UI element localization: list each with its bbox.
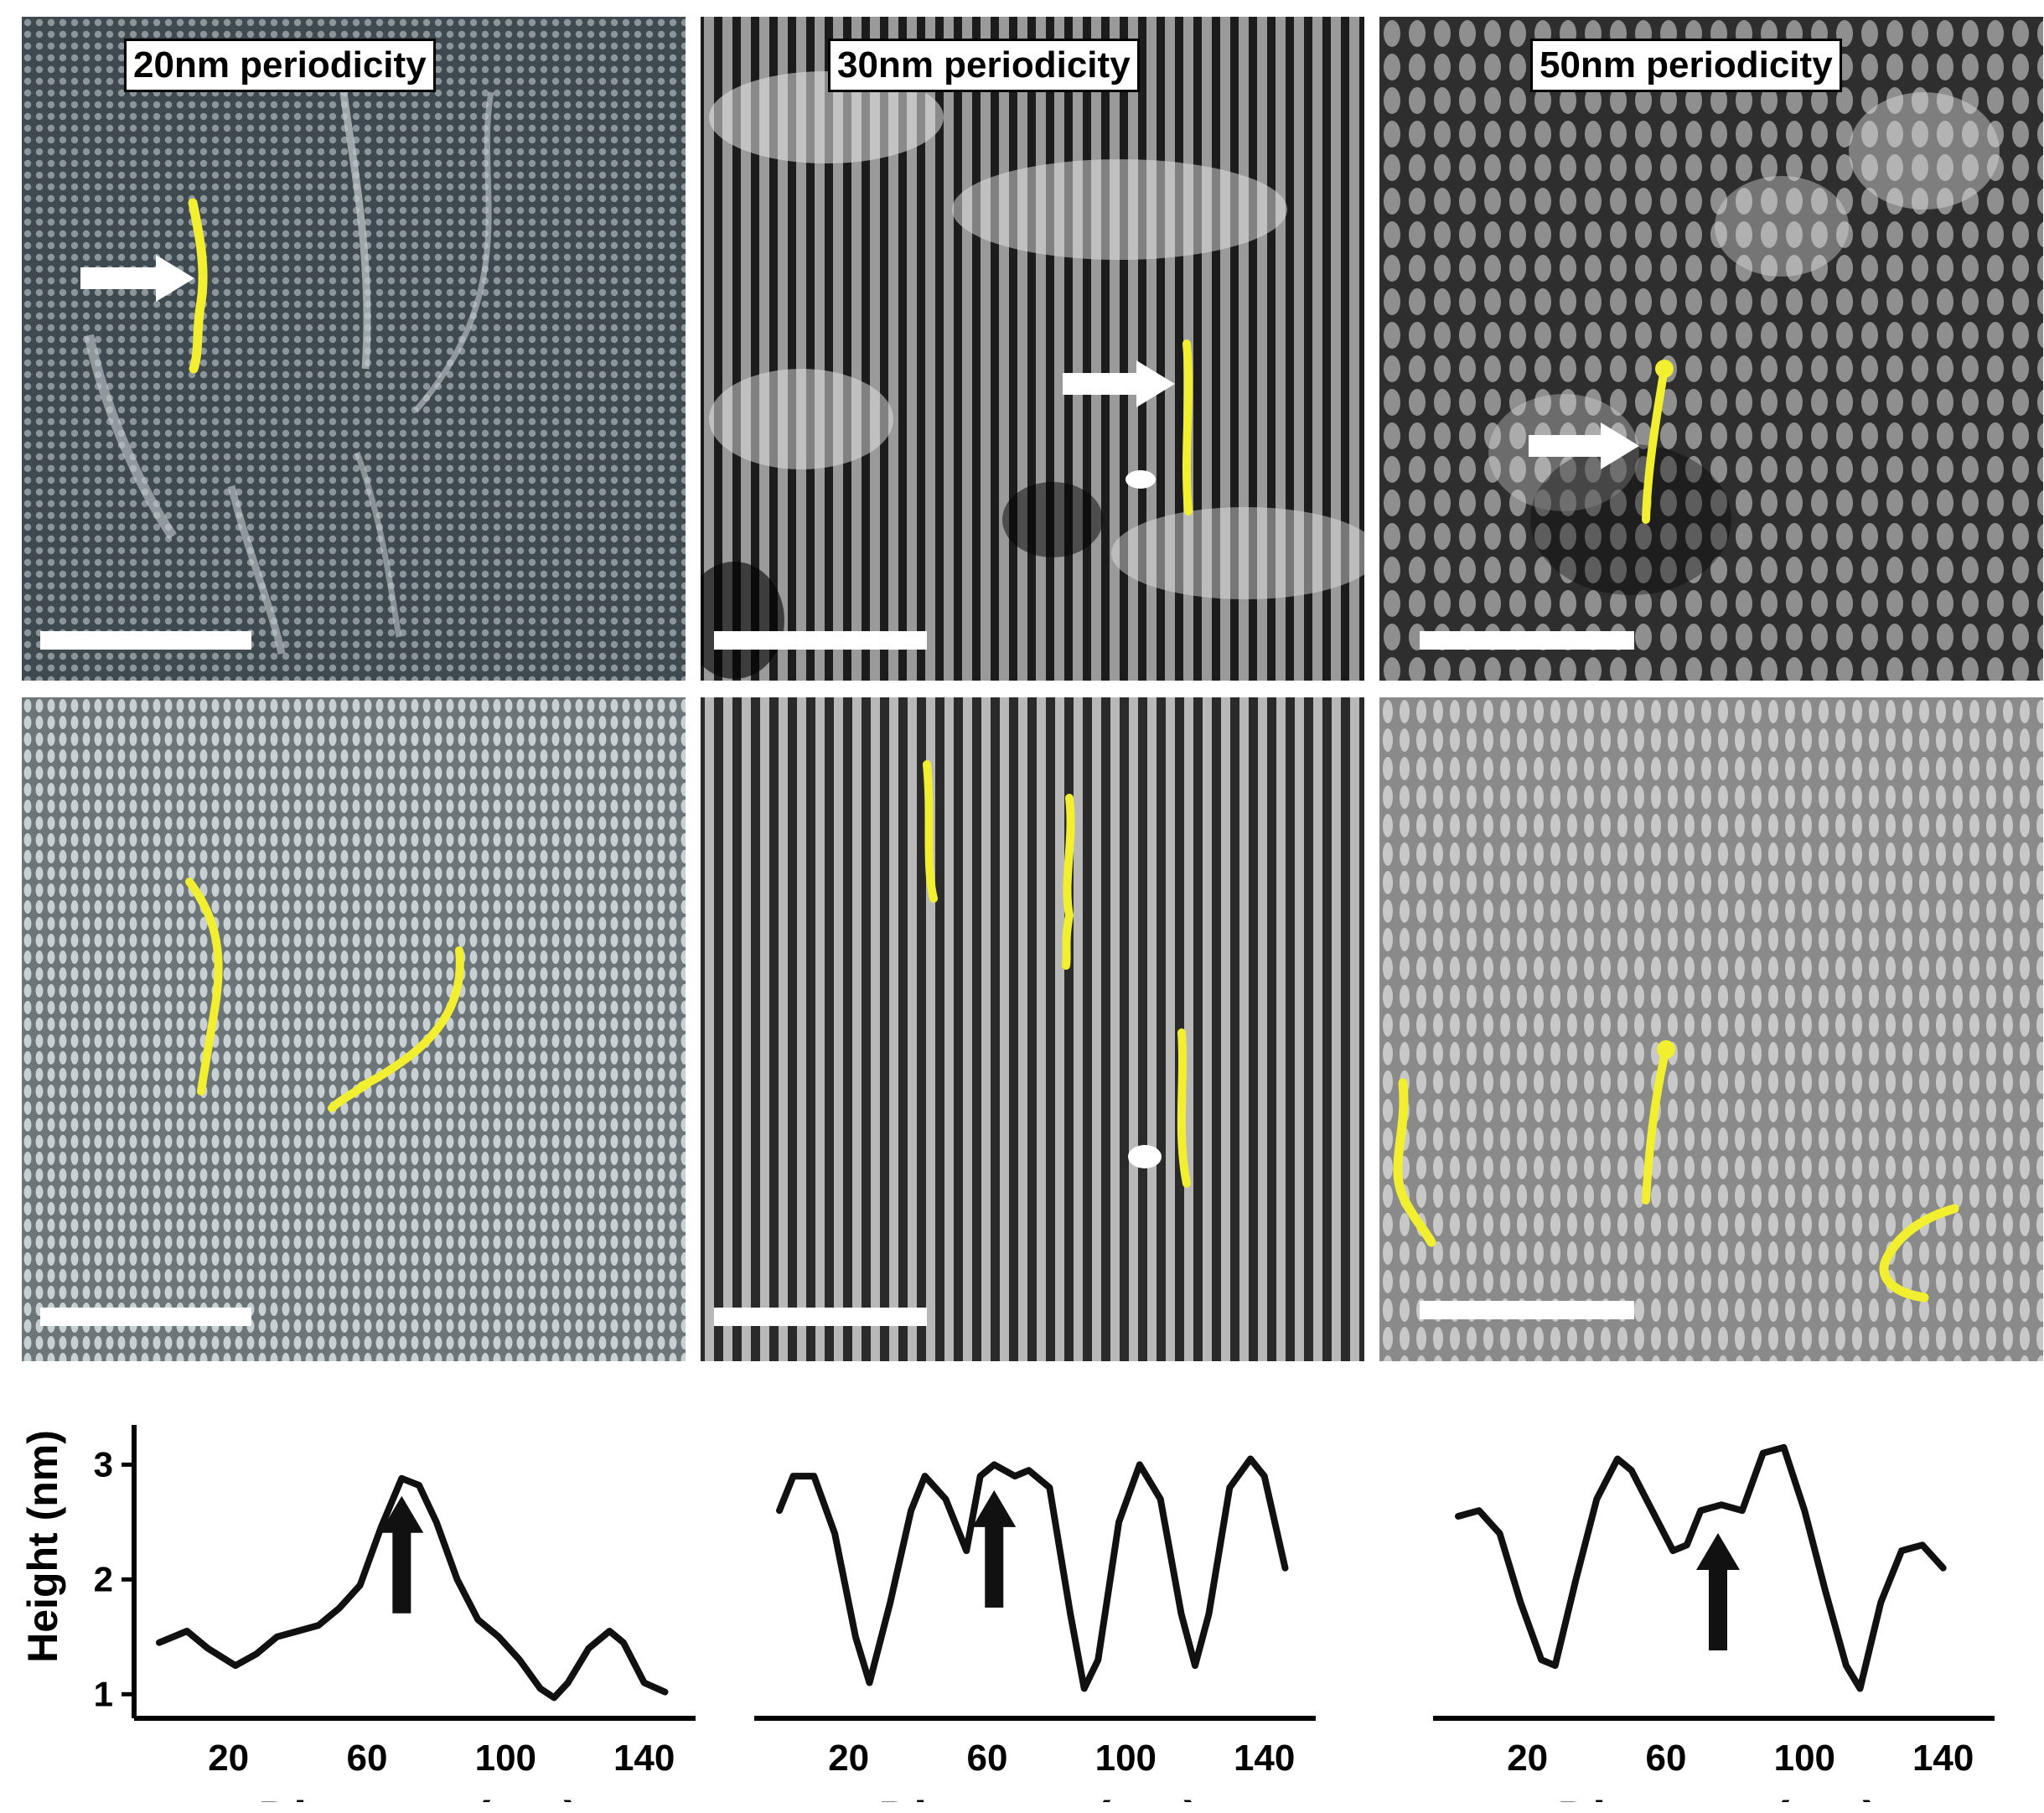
yellow-trace bbox=[1642, 1045, 1670, 1204]
afm-texture bbox=[1379, 17, 2043, 681]
arrow-head bbox=[380, 1495, 424, 1533]
afm-texture bbox=[22, 697, 686, 1361]
yellow-trace bbox=[1879, 1204, 1959, 1303]
scale-bar bbox=[1420, 631, 1634, 650]
arrow-head bbox=[1136, 360, 1175, 407]
yellow-trace bbox=[328, 946, 464, 1112]
scale-bar bbox=[40, 631, 251, 650]
x-axis-label: Distance (nm) bbox=[1557, 1792, 1879, 1802]
y-tick-label: 3 bbox=[94, 1444, 113, 1484]
height-profile-line bbox=[1455, 1443, 1947, 1692]
height-profile-50nm: 20 60 100 140 Distance (nm) bbox=[1433, 1443, 1995, 1802]
x-tick-label: 100 bbox=[1774, 1738, 1835, 1779]
x-tick-label: 60 bbox=[1646, 1738, 1687, 1779]
x-tick-label: 140 bbox=[1912, 1738, 1974, 1779]
afm-texture bbox=[701, 697, 1364, 1361]
x-tick-label: 60 bbox=[347, 1738, 388, 1779]
yellow-trace bbox=[1182, 339, 1193, 515]
afm-phase-image-50nm bbox=[1379, 697, 2043, 1361]
yellow-trace bbox=[923, 760, 938, 903]
x-axis-label: Distance (nm) bbox=[878, 1792, 1200, 1802]
height-profile-30nm: 20 60 100 140 Distance (nm) bbox=[754, 1455, 1316, 1802]
scale-bar bbox=[40, 1308, 251, 1326]
scale-bar bbox=[714, 631, 927, 650]
y-tick-label: 2 bbox=[94, 1559, 113, 1598]
arrow-head bbox=[156, 255, 194, 302]
afm-texture bbox=[22, 17, 686, 681]
y-axis-label: Height (nm) bbox=[19, 1430, 66, 1663]
y-axis-label-container: Height (nm) bbox=[18, 1387, 69, 1706]
afm-height-image-20nm: 20nm periodicity bbox=[22, 17, 686, 681]
x-tick-label: 140 bbox=[1234, 1738, 1295, 1779]
yellow-trace bbox=[188, 198, 208, 374]
yellow-trace bbox=[1642, 365, 1669, 524]
yellow-trace bbox=[185, 878, 223, 1096]
afm-texture bbox=[701, 17, 1364, 681]
panel-label-50nm: 50nm periodicity bbox=[1530, 39, 1842, 92]
afm-height-image-50nm: 50nm periodicity bbox=[1379, 17, 2043, 681]
arrow-head bbox=[1696, 1533, 1740, 1571]
arrow-head bbox=[1601, 422, 1639, 469]
arrow-shaft bbox=[985, 1523, 1004, 1608]
panel-label-20nm: 20nm periodicity bbox=[124, 39, 436, 92]
yellow-trace bbox=[1393, 1078, 1436, 1247]
yellow-trace bbox=[1177, 1028, 1191, 1188]
arrow-head bbox=[972, 1489, 1017, 1527]
height-profile-line bbox=[156, 1474, 669, 1702]
afm-texture bbox=[1379, 697, 2043, 1361]
x-tick-label: 140 bbox=[613, 1738, 675, 1779]
afm-phase-image-30nm bbox=[701, 697, 1364, 1361]
arrow-shaft bbox=[1709, 1567, 1727, 1651]
x-tick-label: 100 bbox=[475, 1738, 536, 1779]
y-tick-label: 1 bbox=[94, 1674, 113, 1713]
scale-bar bbox=[1420, 1301, 1634, 1319]
x-axis-label: Distance (nm) bbox=[258, 1792, 580, 1802]
x-tick-label: 100 bbox=[1095, 1738, 1157, 1779]
x-tick-label: 20 bbox=[1507, 1738, 1548, 1779]
scale-bar bbox=[714, 1308, 927, 1326]
afm-phase-image-20nm bbox=[22, 697, 686, 1361]
height-profile-20nm: 1 2 3 20 60 100 140 Distance (nm) bbox=[94, 1425, 696, 1802]
arrow-shaft bbox=[392, 1529, 411, 1614]
x-tick-label: 20 bbox=[208, 1738, 249, 1779]
yellow-trace bbox=[1062, 794, 1075, 970]
x-tick-label: 20 bbox=[828, 1738, 869, 1779]
panel-label-30nm: 30nm periodicity bbox=[828, 39, 1140, 92]
x-tick-label: 60 bbox=[967, 1738, 1008, 1779]
height-profile-line bbox=[776, 1455, 1289, 1692]
afm-height-image-30nm: 30nm periodicity bbox=[701, 17, 1364, 681]
